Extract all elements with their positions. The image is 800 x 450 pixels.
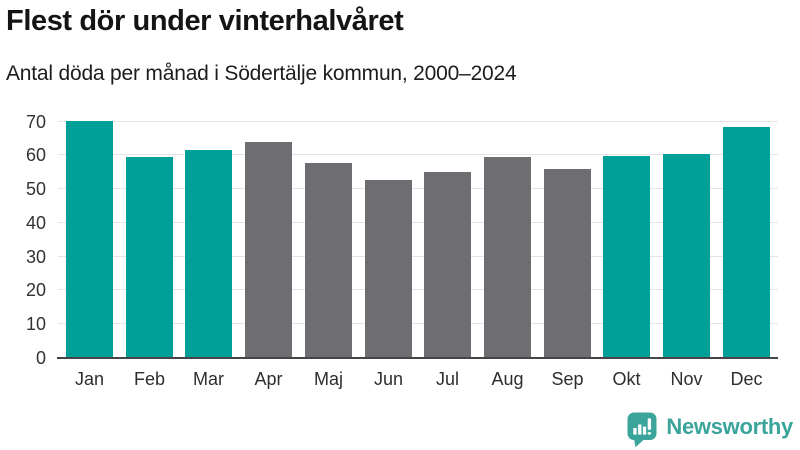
brand-name: Newsworthy [666, 414, 793, 439]
bar-mar [185, 150, 232, 357]
x-axis-tick-label: Aug [491, 369, 524, 389]
bar-jul [424, 172, 471, 357]
y-gridline [58, 323, 778, 324]
brand-logo: Newsworthy [627, 412, 793, 448]
newsworthy-logo-icon [627, 412, 657, 448]
y-axis-tick-label: 70 [25, 111, 46, 132]
bar-maj [305, 163, 352, 357]
y-axis-tick-label: 20 [25, 280, 46, 301]
y-gridline [58, 188, 778, 189]
x-axis-tick-label: Jan [74, 369, 105, 389]
bar-feb [126, 157, 173, 357]
x-axis-tick-label: Jul [435, 369, 459, 389]
bar-sep [544, 169, 591, 357]
x-axis-tick-label: Feb [133, 369, 166, 389]
y-gridline [58, 256, 778, 257]
y-axis-tick-label: 10 [25, 314, 46, 335]
chart-subtitle: Antal döda per månad i Södertälje kommun… [6, 62, 517, 85]
bar-jan [66, 121, 113, 357]
y-axis-tick-label: 0 [35, 348, 46, 368]
bar-okt [603, 156, 650, 357]
y-axis-tick-label: 50 [25, 179, 46, 200]
x-axis-tick-label: Sep [551, 369, 584, 389]
x-axis-tick-label: Apr [254, 369, 283, 389]
x-axis-line [57, 357, 778, 359]
y-axis-tick-label: 30 [25, 246, 46, 267]
bar-jun [365, 180, 412, 357]
x-axis-tick-label: Mar [193, 369, 224, 389]
x-axis-tick-label: Nov [670, 369, 703, 389]
chart-title: Flest dör under vinterhalvåret [6, 5, 404, 37]
y-axis-tick-label: 60 [25, 145, 46, 166]
y-gridline [58, 222, 778, 223]
x-axis-tick-label: Maj [313, 369, 343, 389]
bar-aug [484, 157, 531, 357]
y-gridline [58, 289, 778, 290]
x-axis-tick-label: Jun [373, 369, 404, 389]
bar-dec [723, 127, 770, 357]
bar-nov [663, 154, 710, 357]
y-gridline [58, 154, 778, 155]
x-axis-tick-label: Dec [730, 369, 763, 389]
bar-apr [245, 142, 292, 357]
y-gridline [58, 121, 778, 122]
y-axis-tick-label: 40 [25, 212, 46, 233]
x-axis-tick-label: Okt [612, 369, 641, 389]
